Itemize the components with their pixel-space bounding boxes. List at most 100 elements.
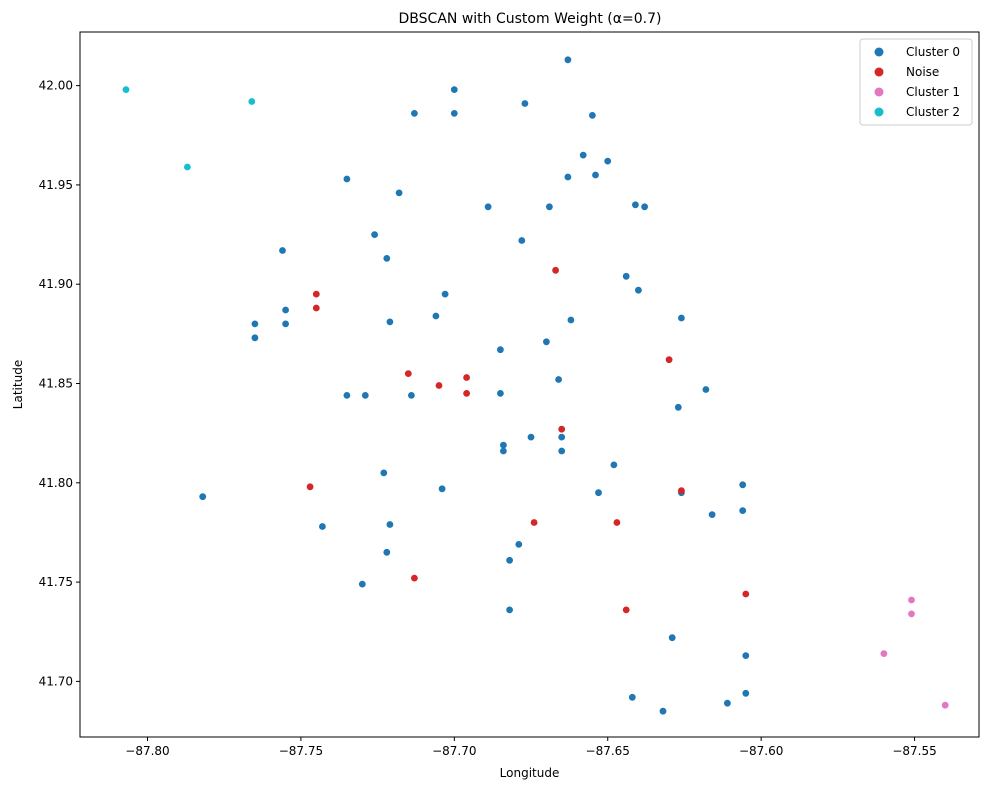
chart-title: DBSCAN with Custom Weight (α=0.7) [399,11,662,27]
data-point [641,203,648,211]
y-tick-label: 41.70 [39,674,73,688]
data-point [441,290,449,298]
data-point [371,231,379,239]
data-point [306,483,314,491]
data-point [407,391,415,399]
legend-box [859,38,973,126]
data-point [739,507,747,515]
data-point [183,163,191,171]
x-tick-label: −87.70 [432,744,476,758]
data-point [543,338,550,346]
data-point [521,100,529,107]
legend-marker [874,47,884,57]
data-point [312,304,320,312]
data-point [739,481,747,489]
data-point [404,370,412,378]
data-point [908,610,915,618]
data-point [518,237,526,244]
data-point [463,374,471,381]
series-cluster-2 [122,86,256,171]
series-noise [306,266,750,614]
legend: Cluster 0 Noise Cluster 1 Cluster 2 [859,38,973,126]
x-tick-label: −87.60 [739,744,783,758]
data-point [248,98,256,105]
data-point [742,590,750,598]
y-tick-label: 42.00 [39,79,73,93]
data-point [595,489,602,497]
legend-entry: Cluster 1 [906,85,960,99]
data-point [659,707,667,715]
data-point [724,699,731,707]
data-point [555,376,562,383]
data-point [499,441,507,449]
data-point [613,519,621,526]
data-point [386,521,394,528]
points-layer [122,56,949,715]
data-point [279,247,286,254]
legend-marker [874,67,884,77]
data-point [383,254,391,262]
data-point [628,693,636,701]
x-tick-label: −87.55 [892,744,936,758]
data-point [410,574,418,582]
plot-frame [79,31,980,738]
data-point [610,461,618,469]
data-point [742,652,750,659]
data-point [251,320,259,328]
data-point [496,346,504,354]
data-point [358,580,366,588]
data-point [496,389,504,397]
legend-entry: Noise [906,65,939,79]
data-point [312,290,320,298]
data-point [527,433,535,441]
data-point [343,391,351,399]
data-point [361,391,369,399]
data-point [435,382,443,389]
data-point [592,171,599,179]
data-point [880,650,888,657]
data-point [632,201,639,209]
data-point [410,110,418,117]
data-point [558,433,566,441]
data-point [552,266,559,274]
data-point [251,334,259,342]
data-point [386,318,394,326]
data-point [668,634,676,642]
data-point [674,403,682,411]
x-tick-label: −87.75 [279,744,323,758]
x-axis-label: Longitude [500,766,560,780]
data-point [282,306,290,314]
series-cluster-0 [199,56,750,715]
data-point [567,316,575,324]
data-point [530,519,538,526]
data-point [506,606,514,614]
data-point [622,272,630,280]
data-point [678,487,685,495]
data-point [665,356,673,364]
data-point [395,189,403,197]
data-point [635,286,642,294]
data-point [702,386,710,393]
data-point [589,112,596,119]
data-point [622,606,630,614]
data-point [579,151,587,159]
data-point [383,548,391,556]
y-tick-label: 41.75 [39,575,73,589]
x-axis: −87.80 −87.75 −87.70 −87.65 −87.60 −87.55 [125,737,937,758]
x-tick-label: −87.65 [586,744,630,758]
data-point [450,110,458,117]
data-point [558,425,566,433]
data-point [438,485,446,493]
series-cluster-1 [880,596,949,709]
data-point [432,312,440,320]
y-tick-label: 41.90 [39,277,73,291]
y-axis-label: Latitude [11,360,25,409]
y-tick-label: 41.80 [39,476,73,490]
data-point [122,86,130,93]
data-point [564,173,572,181]
data-point [678,314,685,322]
data-point [908,596,915,604]
data-point [941,701,949,709]
